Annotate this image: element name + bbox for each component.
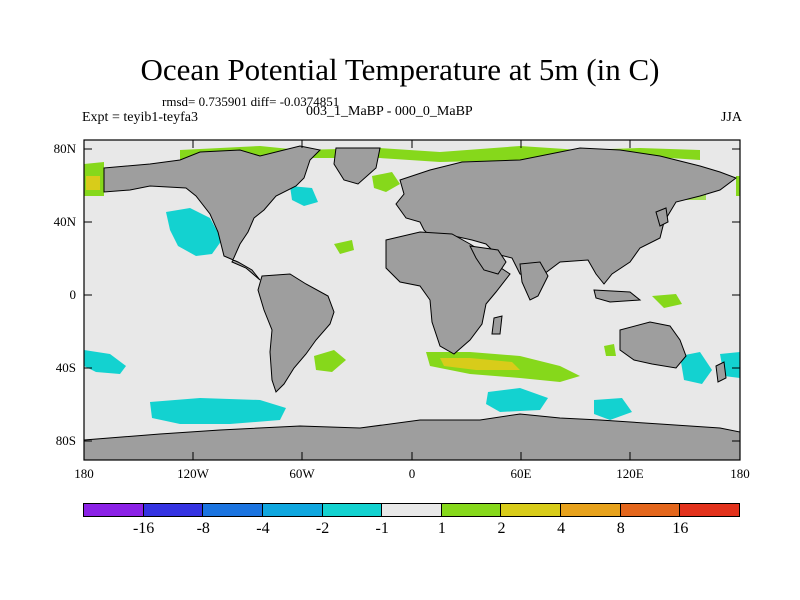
map-frame-group [83, 139, 741, 461]
land-arabia [469, 245, 507, 275]
anomaly-tasman-cyan [680, 352, 712, 384]
colorbar-box-0 [83, 503, 144, 517]
anomaly-green-central-atlantic [334, 240, 354, 254]
colorbar-label-4: -1 [375, 520, 389, 537]
land-japan [655, 207, 669, 227]
land-madagascar [491, 315, 503, 335]
colorbar-box-6 [440, 503, 502, 517]
colorbar-box-1 [142, 503, 204, 517]
axis-ticks [84, 140, 740, 460]
anomaly-south-atlantic-green [314, 350, 346, 372]
land-australia [619, 321, 687, 369]
land-masses [83, 145, 741, 461]
colorbar-box-7 [500, 503, 562, 517]
colorbar-box-9 [619, 503, 681, 517]
anomaly-east-pacific-cyan [166, 208, 222, 256]
experiment-label: Expt = teyib1-teyfa3 [82, 110, 198, 125]
anomaly-warm-ne-pacific-core [86, 176, 100, 190]
colorbar-box-8 [560, 503, 621, 517]
xlabel-180-left: 180 [74, 466, 94, 481]
anomaly-south-pacific-cyan [84, 350, 126, 374]
ylabel-0: 0 [69, 287, 77, 302]
season-label: JJA [720, 110, 742, 125]
colorbar-label-6: 2 [497, 520, 506, 537]
anomaly-cyan-west-atlantic [290, 186, 318, 206]
anomaly-green-bering [736, 176, 740, 196]
anomaly-green-north-atlantic [372, 172, 400, 192]
map-title: Ocean Potential Temperature at 5m (in C) [140, 52, 660, 87]
land-south-america [257, 273, 335, 393]
anomaly-green-indian-ocean [604, 344, 616, 356]
colorbar [83, 503, 741, 517]
anomaly-southern-cyan-indian [486, 388, 548, 412]
land-india [519, 261, 549, 301]
land-north-america [103, 145, 322, 281]
colorbar-box-10 [679, 503, 741, 517]
colorbar-label-8: 8 [616, 520, 625, 537]
colorbar-label-7: 4 [557, 520, 566, 537]
stats-text: rmsd= 0.735901 diff= -0.0374851 [162, 94, 340, 109]
colorbar-label-2: -4 [256, 520, 270, 537]
anomaly-southern-ocean-cyan-west [150, 398, 286, 424]
colorbar-label-0: -16 [132, 520, 155, 537]
land-indonesia [593, 289, 642, 303]
xlabel-60e: 60E [510, 466, 532, 481]
colorbar-label-9: 16 [672, 520, 689, 537]
anomaly-cyan-aus-south [594, 398, 632, 420]
anomaly-green-west-pacific [652, 294, 682, 308]
land-new-zealand [715, 361, 727, 383]
colorbar-box-5 [381, 503, 442, 517]
colorbar-label-3: -2 [315, 520, 330, 537]
case-label: 003_1_MaBP - 000_0_MaBP [306, 104, 473, 119]
ylabel-40n: 40N [53, 214, 76, 229]
colorbar-box-4 [321, 503, 383, 517]
xlabel-180-right: 180 [730, 466, 750, 481]
colorbar-box-3 [261, 503, 323, 517]
colorbar-box-2 [202, 503, 263, 517]
anomaly-south-indian-warm-core [440, 358, 520, 370]
xlabel-60w: 60W [289, 466, 315, 481]
ylabel-40s: 40S [55, 360, 76, 375]
xlabel-120e: 120E [616, 466, 644, 481]
xlabel-0: 0 [408, 466, 416, 481]
colorbar-label-1: -8 [196, 520, 210, 537]
xlabel-120w: 120W [177, 466, 209, 481]
land-greenland [333, 147, 381, 185]
ylabel-80n: 80N [53, 141, 76, 156]
ylabel-80s: 80S [55, 433, 76, 448]
colorbar-label-5: 1 [437, 520, 446, 537]
